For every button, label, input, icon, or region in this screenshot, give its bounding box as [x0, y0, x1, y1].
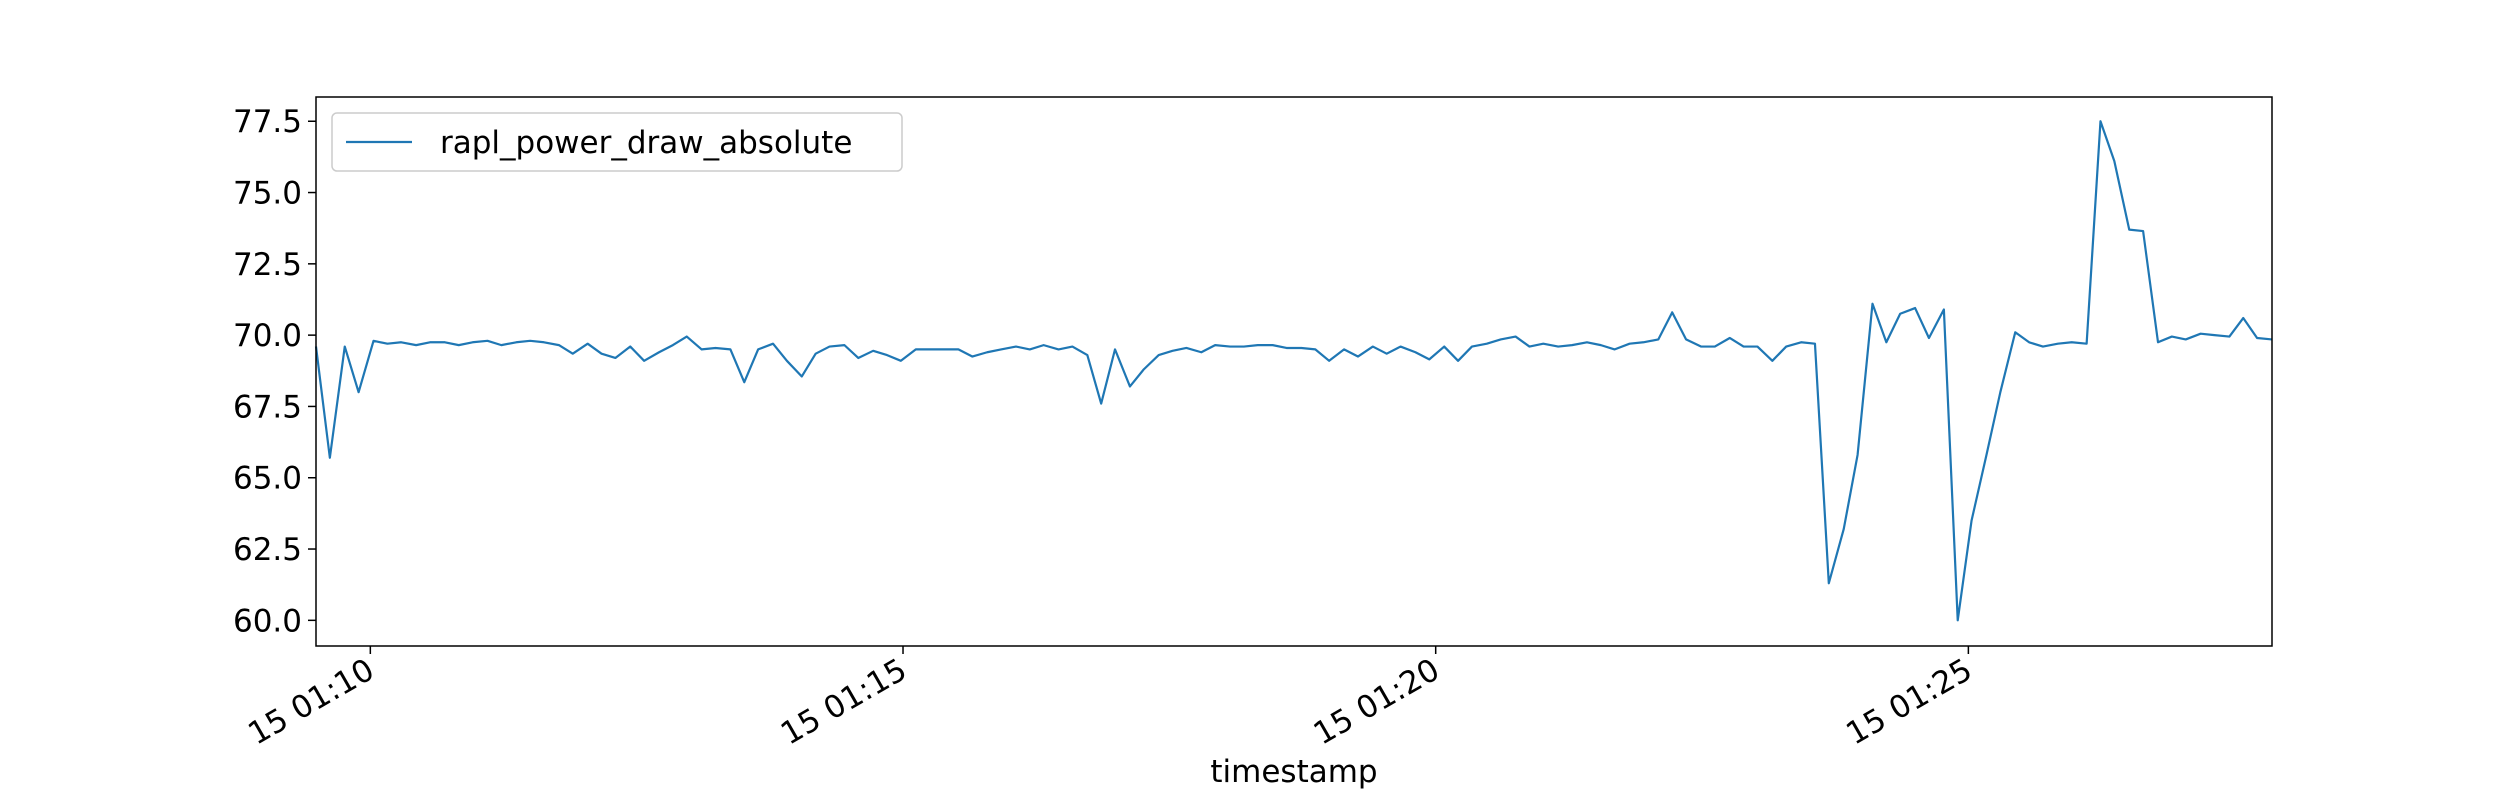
plot-frame [315, 96, 2273, 647]
y-tick-label: 62.5 [233, 532, 302, 568]
y-tick-label: 60.0 [233, 603, 302, 639]
x-tick-label: 15 01:15 [775, 652, 913, 752]
y-tick-label: 67.5 [233, 389, 302, 425]
legend-box [331, 112, 903, 172]
y-tick-label: 75.0 [233, 176, 302, 212]
y-tick-label: 70.0 [233, 318, 302, 354]
data-line [314, 120, 2273, 622]
x-axis-label: timestamp [1210, 754, 1377, 790]
y-tick-label: 77.5 [233, 104, 302, 140]
x-tick-label: 15 01:10 [242, 652, 380, 752]
legend-label: rapl_power_draw_absolute [440, 125, 852, 161]
x-tick-label: 15 01:25 [1840, 652, 1978, 752]
y-tick-label: 72.5 [233, 247, 302, 283]
x-tick-label: 15 01:20 [1308, 652, 1446, 752]
y-tick-label: 65.0 [233, 461, 302, 497]
